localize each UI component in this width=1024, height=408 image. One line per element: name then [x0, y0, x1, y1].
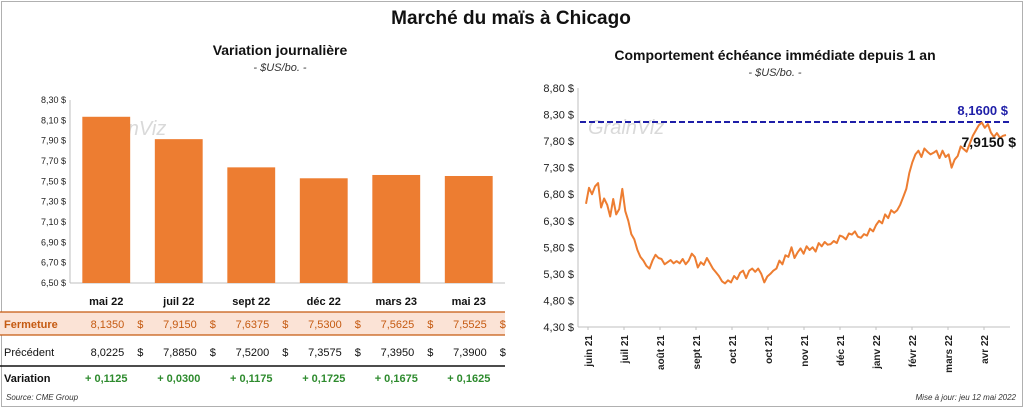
table-cell-value: 7,5625 — [381, 319, 415, 331]
table-cell-unit: $ — [282, 319, 288, 331]
table-cell-value: 7,9150 — [163, 319, 197, 331]
bar-3 — [299, 178, 348, 283]
bar-y-tick-label: 7,50 $ — [41, 176, 66, 186]
bar-y-tick-label: 8,10 $ — [41, 115, 66, 125]
table-cell-variation: + 0,0300 — [157, 373, 200, 385]
line-x-tick-label: sept 21 — [692, 335, 703, 370]
line-y-tick-label: 7,80 $ — [543, 136, 574, 148]
line-x-tick-label: août 21 — [656, 335, 667, 370]
table-cell-unit: $ — [427, 319, 433, 331]
table-row-label: Variation — [4, 373, 51, 385]
bar-2 — [227, 167, 276, 283]
table-cell-variation: + 0,1125 — [85, 373, 128, 385]
bar-y-tick-label: 7,30 $ — [41, 197, 66, 207]
line-x-tick-label: juin 21 — [584, 335, 595, 368]
source-note: Source: CME Group — [6, 393, 79, 402]
bar-category-label: sept 22 — [232, 296, 270, 308]
table-cell-unit: $ — [137, 319, 143, 331]
table-cell-unit: $ — [210, 319, 216, 331]
bar-category-label: mai 23 — [452, 296, 486, 308]
update-note: Mise à jour: jeu 12 mai 2022 — [915, 393, 1017, 402]
line-y-tick-label: 6,80 $ — [543, 189, 574, 201]
table-row-label: Fermeture — [4, 319, 58, 331]
line-chart-watermark: GrainViz — [588, 117, 664, 139]
table-row-label: Précédent — [4, 347, 54, 359]
line-x-tick-label: oct 21 — [728, 335, 739, 364]
line-x-tick-label: juil 21 — [620, 335, 631, 365]
line-x-tick-label: avr 22 — [980, 335, 991, 364]
bar-y-tick-label: 7,10 $ — [41, 217, 66, 227]
table-cell-value: 7,3900 — [453, 347, 487, 359]
bar-y-tick-label: 8,30 $ — [41, 95, 66, 105]
table-cell-unit: $ — [282, 347, 288, 359]
line-chart-unit: - $US/bo. - — [748, 67, 802, 79]
bar-category-label: mars 23 — [375, 296, 417, 308]
bar-y-tick-label: 6,90 $ — [41, 237, 66, 247]
table-cell-unit: $ — [500, 347, 506, 359]
line-x-tick-label: déc 21 — [836, 335, 847, 367]
line-x-tick-label: mars 22 — [944, 335, 955, 373]
series-line — [585, 121, 1007, 285]
table-cell-value: 7,3575 — [308, 347, 342, 359]
line-chart-title: Comportement échéance immédiate depuis 1… — [614, 47, 936, 63]
table-cell-variation: + 0,1675 — [375, 373, 418, 385]
table-cell-value: 7,8850 — [163, 347, 197, 359]
bar-y-tick-label: 6,50 $ — [41, 278, 66, 288]
table-cell-variation: + 0,1625 — [447, 373, 490, 385]
table-cell-value: 7,3950 — [381, 347, 415, 359]
table-cell-unit: $ — [355, 319, 361, 331]
bar-chart-title: Variation journalière — [212, 42, 348, 58]
table-cell-value: 7,5200 — [236, 347, 270, 359]
line-y-tick-label: 4,80 $ — [543, 295, 574, 307]
table-cell-unit: $ — [500, 319, 506, 331]
line-y-tick-label: 4,30 $ — [543, 322, 574, 334]
reference-line-label: 8,1600 $ — [957, 103, 1008, 118]
table-cell-variation: + 0,1725 — [302, 373, 345, 385]
bar-y-tick-label: 7,70 $ — [41, 156, 66, 166]
table-cell-unit: $ — [427, 347, 433, 359]
bar-chart-unit: - $US/bo. - — [253, 62, 307, 74]
bar-y-tick-label: 6,70 $ — [41, 258, 66, 268]
bar-category-label: déc 22 — [307, 296, 341, 308]
table-cell-variation: + 0,1175 — [230, 373, 273, 385]
line-x-tick-label: nov 21 — [800, 335, 811, 367]
table-cell-value: 8,0225 — [91, 347, 125, 359]
bar-1 — [154, 139, 203, 283]
line-x-tick-label: janv 22 — [872, 335, 883, 370]
line-y-tick-label: 5,80 $ — [543, 242, 574, 254]
line-y-tick-label: 6,30 $ — [543, 216, 574, 228]
main-title: Marché du maïs à Chicago — [391, 8, 631, 29]
table-cell-unit: $ — [355, 347, 361, 359]
line-x-tick-label: févr 22 — [908, 335, 919, 368]
line-y-tick-label: 7,30 $ — [543, 163, 574, 175]
table-cell-value: 7,6375 — [236, 319, 270, 331]
table-cell-value: 8,1350 — [91, 319, 125, 331]
bar-0 — [82, 116, 131, 284]
table-cell-value: 7,5300 — [308, 319, 342, 331]
line-y-tick-label: 5,30 $ — [543, 269, 574, 281]
table-cell-unit: $ — [210, 347, 216, 359]
bar-category-label: mai 22 — [89, 296, 123, 308]
last-value-label: 7,9150 $ — [962, 134, 1017, 150]
bar-y-tick-label: 7,90 $ — [41, 136, 66, 146]
line-y-tick-label: 8,30 $ — [543, 110, 574, 122]
fermeture-row-bg — [0, 312, 505, 335]
bar-5 — [444, 175, 493, 283]
line-x-tick-label: oct 21 — [764, 335, 775, 364]
line-y-tick-label: 8,80 $ — [543, 83, 574, 95]
table-cell-value: 7,5525 — [453, 319, 487, 331]
table-cell-unit: $ — [137, 347, 143, 359]
bar-category-label: juil 22 — [162, 296, 194, 308]
bar-4 — [372, 174, 421, 283]
